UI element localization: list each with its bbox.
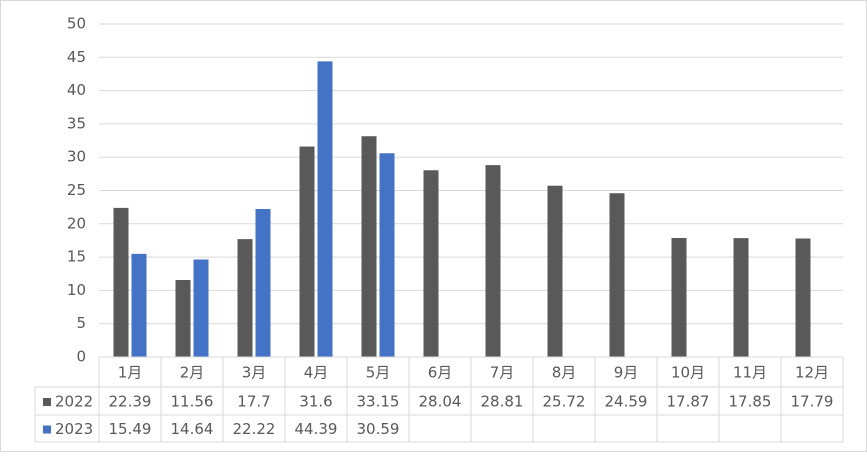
table-value: 17.87 — [667, 393, 710, 411]
table-value: 22.22 — [233, 420, 276, 438]
table-value: 17.85 — [729, 393, 772, 411]
x-tick-label: 8月 — [552, 364, 577, 382]
x-tick-label: 11月 — [733, 364, 767, 382]
x-tick-label: 12月 — [795, 364, 829, 382]
x-tick-label: 2月 — [180, 364, 205, 382]
x-tick-label: 3月 — [242, 364, 267, 382]
bar — [795, 238, 811, 357]
table-value: 14.64 — [171, 420, 214, 438]
bar — [423, 170, 439, 357]
y-tick-label: 40 — [67, 81, 86, 99]
bar — [113, 207, 129, 357]
x-tick-label: 5月 — [366, 364, 391, 382]
bar — [131, 253, 147, 357]
bar — [609, 193, 625, 357]
bar — [547, 185, 563, 357]
x-tick-label: 1月 — [118, 364, 143, 382]
legend-label: 2023 — [55, 420, 93, 438]
table-value: 17.7 — [237, 393, 270, 411]
x-tick-label: 7月 — [490, 364, 515, 382]
bar — [237, 239, 253, 357]
y-tick-label: 35 — [67, 114, 86, 132]
x-tick-label: 4月 — [304, 364, 329, 382]
bar — [361, 136, 377, 357]
table-value: 28.04 — [419, 393, 462, 411]
y-tick-label: 50 — [67, 15, 86, 33]
y-tick-label: 20 — [67, 214, 86, 232]
y-tick-label: 25 — [67, 181, 86, 199]
bar — [671, 237, 687, 357]
x-tick-label: 10月 — [671, 364, 705, 382]
bar — [485, 165, 501, 357]
table-value: 24.59 — [605, 393, 648, 411]
bar — [255, 209, 271, 357]
legend-label: 2022 — [55, 393, 93, 411]
table-value: 15.49 — [109, 420, 152, 438]
table-value: 25.72 — [543, 393, 586, 411]
bar — [299, 146, 315, 357]
y-tick-label: 15 — [67, 248, 86, 266]
y-tick-label: 45 — [67, 48, 86, 66]
x-tick-label: 6月 — [428, 364, 453, 382]
table-value: 17.79 — [791, 393, 834, 411]
legend-key — [43, 425, 51, 434]
table-value: 44.39 — [295, 420, 338, 438]
y-tick-label: 5 — [76, 314, 86, 332]
y-tick-label: 10 — [67, 281, 86, 299]
table-value: 11.56 — [171, 393, 214, 411]
x-tick-label: 9月 — [614, 364, 639, 382]
table-value: 22.39 — [109, 393, 152, 411]
bar — [193, 259, 209, 357]
table-value: 30.59 — [357, 420, 400, 438]
bar — [175, 280, 191, 357]
y-tick-label: 0 — [76, 348, 86, 366]
legend-key — [43, 398, 51, 406]
table-value: 33.15 — [357, 393, 400, 411]
table-value: 28.81 — [481, 393, 524, 411]
bar — [379, 153, 395, 357]
bar — [733, 238, 749, 357]
y-tick-label: 30 — [67, 148, 86, 166]
table-value: 31.6 — [299, 393, 332, 411]
bar — [317, 61, 333, 357]
